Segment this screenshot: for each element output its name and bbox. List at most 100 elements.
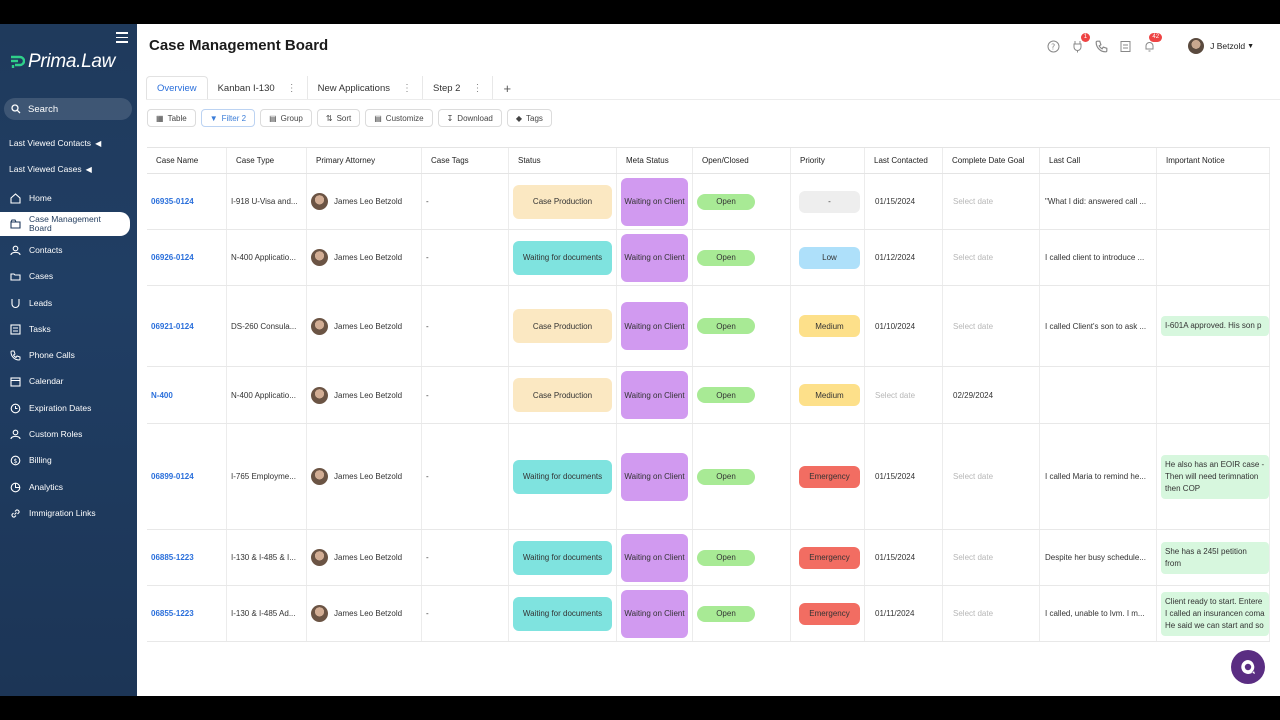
tab-step-2[interactable]: Step 2 ⋮ <box>423 76 494 100</box>
column-header[interactable]: Important Notice <box>1157 148 1270 173</box>
sidebar-item-home[interactable]: Home <box>0 185 137 211</box>
meta-status-pill[interactable]: Waiting on Client <box>621 177 688 226</box>
last-contacted-date[interactable]: 01/10/2024 <box>875 321 916 331</box>
important-notice[interactable]: She has a 245I petition from <box>1161 541 1269 574</box>
column-header[interactable]: Case Tags <box>422 148 509 173</box>
more-vertical-icon[interactable]: ⋮ <box>286 82 297 94</box>
priority-pill[interactable]: Emergency <box>799 602 860 625</box>
open-closed-pill[interactable]: Open <box>697 605 755 622</box>
table-row[interactable]: N-400 N-400 Applicatio... James Leo Betzol… <box>147 367 1270 424</box>
table-view-button[interactable]: ▦ Table <box>147 109 196 127</box>
sidebar-item-case-management-board[interactable]: Case Management Board <box>0 212 130 237</box>
customize-button[interactable]: ▤ Customize <box>365 109 433 127</box>
complete-date-goal[interactable]: Select date <box>953 472 994 481</box>
open-closed-pill[interactable]: Open <box>697 249 755 266</box>
sidebar-item-leads[interactable]: Leads <box>0 290 137 316</box>
last-contacted-date[interactable]: 01/15/2024 <box>875 197 916 206</box>
help-icon[interactable]: ? <box>1046 39 1060 53</box>
add-tab-icon[interactable]: + <box>503 80 512 96</box>
open-closed-pill[interactable]: Open <box>697 387 755 403</box>
attorney[interactable]: James Leo Betzold <box>311 549 402 566</box>
priority-pill[interactable]: - <box>799 190 860 213</box>
attorney[interactable]: James Leo Betzold <box>311 386 402 404</box>
user-menu[interactable]: J Betzold ▼ <box>1188 38 1254 54</box>
sidebar-item-contacts[interactable]: Contacts <box>0 237 137 263</box>
priority-pill[interactable]: Medium <box>799 384 860 406</box>
case-name-link[interactable]: 06921-0124 <box>151 321 194 331</box>
column-header[interactable]: Status <box>509 148 617 173</box>
complete-date-goal[interactable]: Select date <box>953 609 994 618</box>
more-vertical-icon[interactable]: ⋮ <box>402 82 412 94</box>
last-call-text[interactable]: I called Client's son to ask ... <box>1045 321 1147 331</box>
sidebar-item-expiration-dates[interactable]: Expiration Dates <box>0 395 137 421</box>
status-pill[interactable]: Waiting for documents <box>513 596 612 631</box>
table-row[interactable]: 06935-0124 I-918 U-Visa and... James Leo B… <box>147 174 1270 230</box>
status-pill[interactable]: Case Production <box>513 184 612 219</box>
table-row[interactable]: 06926-0124 N-400 Applicatio... James Leo B… <box>147 230 1270 286</box>
plug-icon[interactable]: 1 <box>1070 33 1091 53</box>
important-notice[interactable]: He also has an EOIR case - Then will nee… <box>1161 454 1269 499</box>
open-closed-pill[interactable]: Open <box>697 468 755 485</box>
last-contacted-date[interactable]: 01/11/2024 <box>875 609 915 618</box>
meta-status-pill[interactable]: Waiting on Client <box>621 533 688 582</box>
sort-button[interactable]: ⇅ Sort <box>316 109 361 127</box>
important-notice[interactable]: I-601A approved. His son p <box>1161 316 1269 336</box>
table-row[interactable]: 06885-1223 I-130 & I-485 & I... James Leo … <box>147 530 1270 586</box>
download-button[interactable]: ↧ Download <box>437 109 502 127</box>
case-tags[interactable]: - <box>426 390 429 400</box>
table-row[interactable]: 06921-0124 DS-260 Consula... James Leo Bet… <box>147 286 1270 367</box>
open-closed-pill[interactable]: Open <box>697 318 755 334</box>
attorney[interactable]: James Leo Betzold <box>311 249 402 266</box>
meta-status-pill[interactable]: Waiting on Client <box>621 233 688 282</box>
attorney[interactable]: James Leo Betzold <box>311 317 402 335</box>
last-contacted-date[interactable]: 01/12/2024 <box>875 253 916 262</box>
open-closed-pill[interactable]: Open <box>697 549 755 566</box>
column-header[interactable]: Priority <box>791 148 865 173</box>
chat-widget-button[interactable] <box>1231 650 1265 684</box>
priority-pill[interactable]: Medium <box>799 315 860 337</box>
sidebar-item-immigration-links[interactable]: Immigration Links <box>0 500 137 526</box>
group-button[interactable]: ▤ Group <box>260 109 312 127</box>
bell-icon[interactable]: 42 <box>1142 33 1163 53</box>
table-row[interactable]: 06899-0124 I-765 Employme... James Leo Bet… <box>147 424 1270 530</box>
status-pill[interactable]: Waiting for documents <box>513 540 612 575</box>
status-pill[interactable]: Case Production <box>513 309 612 343</box>
last-contacted-date[interactable]: 01/15/2024 <box>875 553 916 562</box>
more-vertical-icon[interactable]: ⋮ <box>472 82 483 94</box>
sidebar-item-analytics[interactable]: Analytics <box>0 474 137 500</box>
sidebar-item-custom-roles[interactable]: Custom Roles <box>0 421 137 447</box>
column-header[interactable]: Case Name <box>147 148 227 173</box>
sidebar-item-tasks[interactable]: Tasks <box>0 316 137 342</box>
last-call-text[interactable]: I called client to introduce ... <box>1045 253 1145 262</box>
case-tags[interactable]: - <box>426 472 429 481</box>
phone-icon[interactable] <box>1094 39 1108 53</box>
sidebar-item-calendar[interactable]: Calendar <box>0 369 137 395</box>
complete-date-goal[interactable]: Select date <box>953 253 994 262</box>
status-pill[interactable]: Case Production <box>513 378 612 412</box>
column-header[interactable]: Open/Closed <box>693 148 791 173</box>
last-viewed-contacts[interactable]: Last Viewed Contacts ◀ <box>9 138 101 148</box>
notes-icon[interactable] <box>1118 39 1132 53</box>
tab-new-applications[interactable]: New Applications ⋮ <box>308 76 423 100</box>
priority-pill[interactable]: Emergency <box>799 546 860 569</box>
tags-button[interactable]: ◆ Tags <box>506 109 552 127</box>
case-name-link[interactable]: 06855-1223 <box>151 609 194 618</box>
column-header[interactable]: Complete Date Goal <box>943 148 1040 173</box>
column-header[interactable]: Last Contacted <box>865 148 943 173</box>
last-call-text[interactable]: I called, unable to lvm. I m... <box>1045 609 1145 618</box>
table-row[interactable]: 06855-1223 I-130 & I-485 Ad... James Leo B… <box>147 586 1270 642</box>
meta-status-pill[interactable]: Waiting on Client <box>621 302 688 350</box>
attorney[interactable]: James Leo Betzold <box>311 605 402 622</box>
attorney[interactable]: James Leo Betzold <box>311 468 402 485</box>
sidebar-item-billing[interactable]: $ Billing <box>0 448 137 474</box>
case-tags[interactable]: - <box>426 553 429 562</box>
tab-overview[interactable]: Overview <box>146 76 208 100</box>
last-contacted-date[interactable]: 01/15/2024 <box>875 472 916 481</box>
meta-status-pill[interactable]: Waiting on Client <box>621 452 688 501</box>
last-call-text[interactable]: Despite her busy schedule... <box>1045 553 1146 562</box>
last-viewed-cases[interactable]: Last Viewed Cases ◀ <box>9 164 92 174</box>
status-pill[interactable]: Waiting for documents <box>513 459 612 494</box>
sidebar-item-cases[interactable]: Cases <box>0 264 137 290</box>
tab-kanban-i-130[interactable]: Kanban I-130 ⋮ <box>208 76 308 100</box>
column-header[interactable]: Last Call <box>1040 148 1157 173</box>
